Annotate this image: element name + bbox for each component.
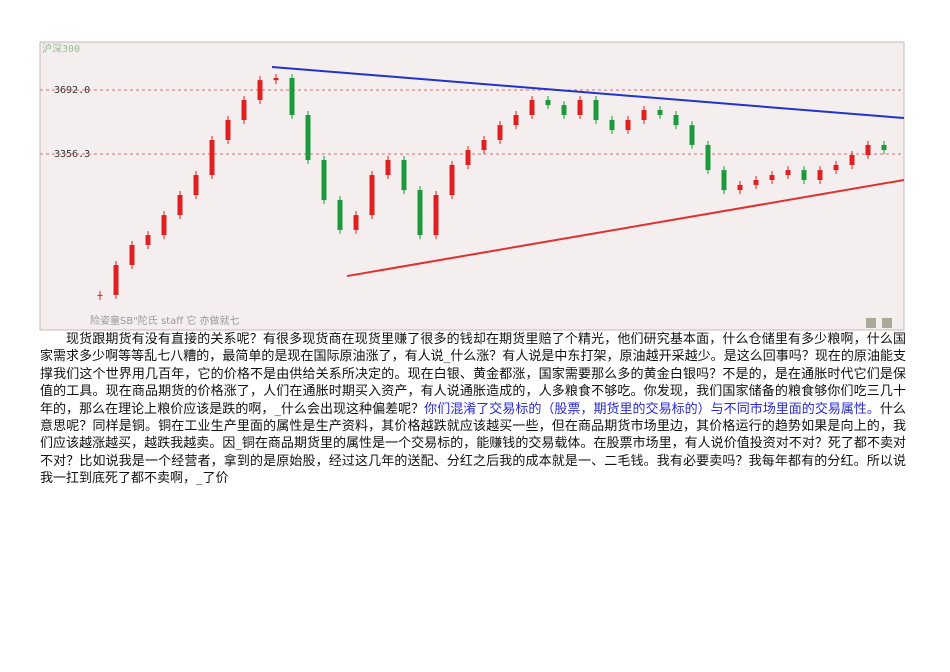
candle [865,144,871,156]
candle [593,99,599,120]
chart-caption: 险姿童SB"陀氏 staff 它 亦做就七 [90,314,240,327]
candle [369,175,375,216]
candle [401,159,407,191]
candle [625,119,631,131]
candle [753,179,759,185]
candle [513,115,519,126]
candle [273,78,279,81]
candle [801,170,807,180]
candle [97,294,103,296]
chart-frame [39,41,905,331]
candle [849,155,855,165]
icon [882,318,892,328]
candle [305,115,311,160]
candle [337,200,343,230]
candle [721,170,727,191]
text-run: 什么意思呢？同样是铜。铜在工业生产里面的属性是生产资料，其价格越跌就应该越买一些… [40,401,906,487]
candle [145,235,151,245]
candle [641,110,647,120]
candle [289,78,295,116]
candle [353,215,359,230]
candle [497,125,503,140]
candle [769,175,775,180]
candle [705,144,711,171]
candle [113,265,119,295]
icon [866,318,876,328]
candle [465,150,471,165]
candle [241,99,247,120]
candle [481,139,487,151]
candle [881,144,887,151]
candle [545,99,551,106]
candle [673,115,679,126]
candle [609,119,615,131]
candle [161,215,167,236]
paragraph: 现货跟期货有没有直接的关系呢？有很多现货商在现货里赚了很多的钱却在期货里赔了个精… [40,331,906,488]
candle [129,244,135,266]
trendline [271,65,905,120]
candle [561,105,567,116]
candle [225,119,231,140]
chart-title: 沪深300 [42,42,80,55]
text-run: 现货跟期货有没有直接的关系呢？有很多现货商在现货里赚了很多的钱却在期货里赔了个精… [40,332,906,417]
candle [385,159,391,176]
candle [209,139,215,176]
candle [689,125,695,145]
candle [193,175,199,196]
candle [785,170,791,176]
candle [257,80,263,100]
candle [577,99,583,116]
trendline [346,179,905,278]
candle [737,184,743,191]
candle [417,190,423,236]
candle [433,195,439,236]
candle [817,170,823,180]
candle [657,110,663,116]
candle [449,164,455,196]
candle [529,99,535,116]
candle [177,195,183,216]
text-run: 你们混淆了交易标的（股票，期货里的交易标的）与不同市场里面的交易属性。 [424,401,880,417]
candle [321,159,327,201]
candle [833,164,839,171]
